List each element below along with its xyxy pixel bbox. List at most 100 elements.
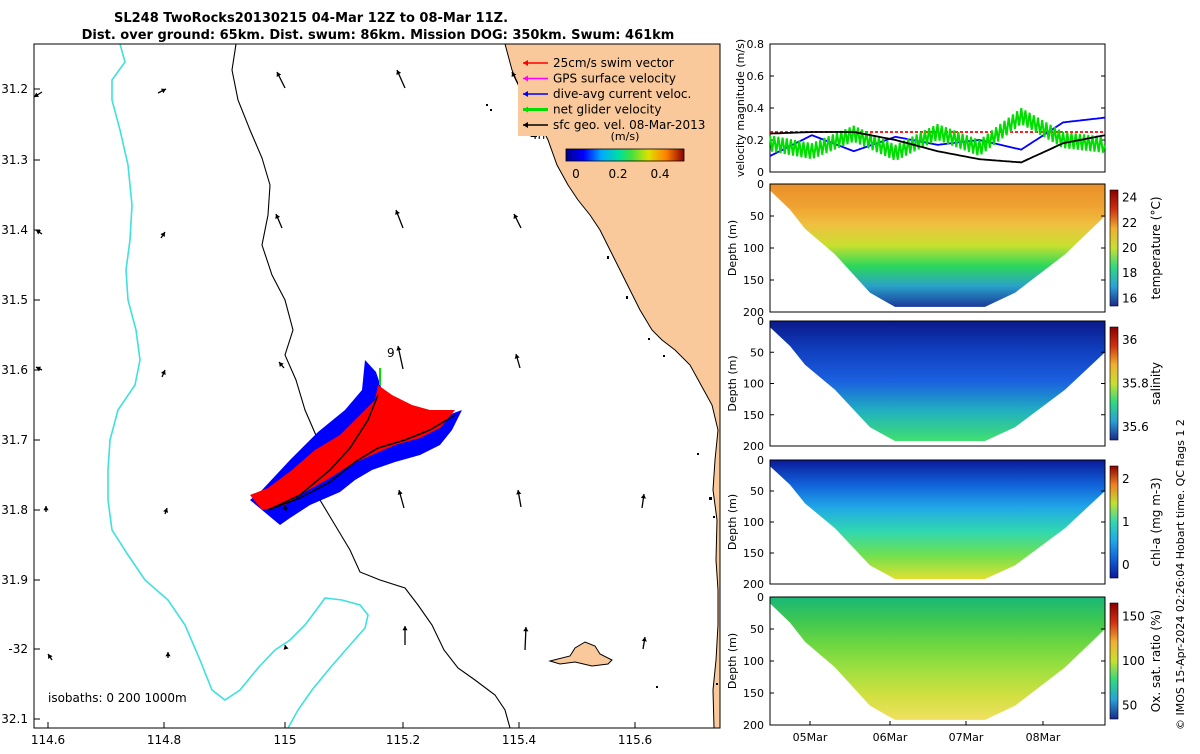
depth-tick-label: 100 — [743, 378, 764, 391]
section-colorbar — [1109, 326, 1119, 441]
velocity-y-tick: 0.2 — [747, 134, 765, 147]
colorbar-tick-label: 0 — [1122, 558, 1130, 572]
velocity-arrow — [157, 88, 167, 94]
colorbar-tick-label: 22 — [1122, 216, 1137, 230]
velocity-arrow — [523, 626, 529, 651]
map-y-tick-label: 31.6 — [1, 363, 28, 377]
depth-tick-label: 0 — [757, 178, 764, 191]
velocity-arrow — [278, 361, 285, 369]
colorbar-tick-label: 36 — [1122, 333, 1137, 347]
map-x-tick-label: 114.6 — [31, 733, 65, 747]
map-y-tick-label: 31.4 — [1, 223, 28, 237]
land-area — [504, 44, 720, 728]
colorbar-tick-label: 24 — [1122, 191, 1137, 205]
colorbar-unit: (m/s) — [611, 130, 640, 143]
annotation-9: 9 — [387, 346, 395, 360]
depth-tick-label: 50 — [750, 210, 764, 223]
velocity-y-axis: 0 0.2 0.4 0.6 0.8 — [747, 38, 1105, 179]
velocity-arrow — [160, 231, 166, 239]
velocity-arrow — [513, 213, 522, 229]
depth-tick-label: 150 — [743, 409, 764, 422]
velocity-arrow — [397, 489, 405, 509]
section-data-area — [770, 460, 1105, 580]
time-tick-label: 06Mar — [873, 731, 908, 744]
depth-ylabel: Depth (m) — [726, 355, 739, 411]
velocity-series-line — [769, 107, 1106, 160]
island — [548, 641, 613, 667]
velocity-arrow — [396, 345, 404, 370]
time-tick-label: 08Mar — [1026, 731, 1061, 744]
velocity-arrow — [43, 506, 49, 512]
depth-ylabel: Depth (m) — [726, 633, 739, 689]
glider-track — [250, 360, 462, 525]
colorbar-tick-label: 18 — [1122, 266, 1137, 280]
depth-tick-label: 50 — [750, 346, 764, 359]
map-panel: 114.6 114.8 115 115.2 115.4 115.6 31.231.331.… — [1, 43, 721, 747]
velocity-arrow — [396, 69, 406, 89]
map-y-tick-label: 31.2 — [1, 82, 28, 96]
map-x-tick-label: 114.8 — [147, 733, 181, 747]
surface-velocity-vectors — [34, 69, 647, 661]
section-colorbar — [1109, 189, 1119, 307]
isobath-1000m — [107, 44, 369, 728]
map-y-tick-label: -32 — [8, 642, 28, 656]
section-label: Ox. sat. ratio (%) — [1149, 610, 1163, 712]
section-salinity: 0 50 100 150 200 Depth (m) 35.6 35.8 36 salinity — [726, 315, 1163, 453]
velocity-arrow — [163, 507, 169, 515]
title-line-1: SL248 TwoRocks20130215 04-Mar 12Z to 08-… — [114, 11, 508, 26]
colorbar-tick-label: 2 — [1122, 472, 1130, 486]
velocity-y-tick: 0.4 — [747, 102, 765, 115]
velocity-arrow — [283, 504, 289, 513]
velocity-arrow — [516, 489, 522, 508]
legend-label: sfc geo. vel. 08-Mar-2013 — [553, 118, 705, 132]
section-label: salinity — [1149, 362, 1163, 405]
speed-colorbar: (m/s) 0 0.2 0.4 — [565, 130, 685, 181]
depth-tick-label: 0 — [757, 591, 764, 604]
colorbar-tick-label: 100 — [1122, 654, 1145, 668]
map-y-tick-label: 31.7 — [1, 433, 28, 447]
depth-tick-label: 200 — [743, 306, 764, 319]
depth-tick-label: 150 — [743, 274, 764, 287]
colorbar-tick-1: 0.2 — [608, 167, 627, 181]
depth-tick-label: 50 — [750, 485, 764, 498]
depth-tick-label: 100 — [743, 655, 764, 668]
map-x-tick-label: 115.2 — [386, 733, 420, 747]
velocity-panel: 0 0.2 0.4 0.6 0.8 velocity magnitude (m/s) — [734, 38, 1106, 179]
velocity-arrow — [47, 653, 53, 661]
velocity-arrow — [283, 644, 289, 650]
legend-label: 25cm/s swim vector — [553, 56, 674, 70]
depth-tick-label: 150 — [743, 687, 764, 700]
legend-label: net glider velocity — [553, 103, 661, 117]
depth-tick-label: 0 — [757, 315, 764, 328]
section-label: temperature (°C) — [1149, 197, 1163, 300]
depth-tick-label: 100 — [743, 516, 764, 529]
depth-tick-label: 100 — [743, 242, 764, 255]
legend-label: GPS surface velocity — [553, 72, 676, 86]
depth-tick-label: 200 — [743, 440, 764, 453]
section-data-area — [770, 184, 1105, 307]
map-y-tick-label: 31.3 — [1, 153, 28, 167]
section-label: chl-a (mg m-3) — [1149, 477, 1163, 566]
time-tick-label: 07Mar — [949, 731, 984, 744]
colorbar-tick-0: 0 — [572, 167, 580, 181]
velocity-arrow — [275, 213, 283, 229]
depth-tick-label: 50 — [750, 623, 764, 636]
footer-credit: © IMOS 15-Apr-2024 02:26:04 Hobart time.… — [1174, 419, 1187, 730]
velocity-arrow — [35, 366, 43, 372]
map-y-tick-label: 32.1 — [1, 712, 28, 726]
velocity-ylabel: velocity magnitude (m/s) — [734, 39, 747, 177]
depth-ylabel: Depth (m) — [726, 494, 739, 550]
velocity-arrow — [395, 209, 404, 229]
map-y-tick-label: 31.5 — [1, 293, 28, 307]
velocity-y-tick: 0.8 — [747, 38, 765, 51]
section-data-area — [770, 597, 1105, 720]
colorbar-tick-label: 20 — [1122, 241, 1137, 255]
velocity-arrow — [35, 229, 43, 235]
legend-label: dive-avg current veloc. — [553, 87, 691, 101]
depth-tick-label: 0 — [757, 454, 764, 467]
colorbar-tick-label: 35.8 — [1122, 377, 1149, 391]
section-chla: 0 50 100 150 200 Depth (m) 0 1 2 chl-a (mg m-3) — [726, 454, 1163, 591]
map-y-tick-label: 31.9 — [1, 573, 28, 587]
